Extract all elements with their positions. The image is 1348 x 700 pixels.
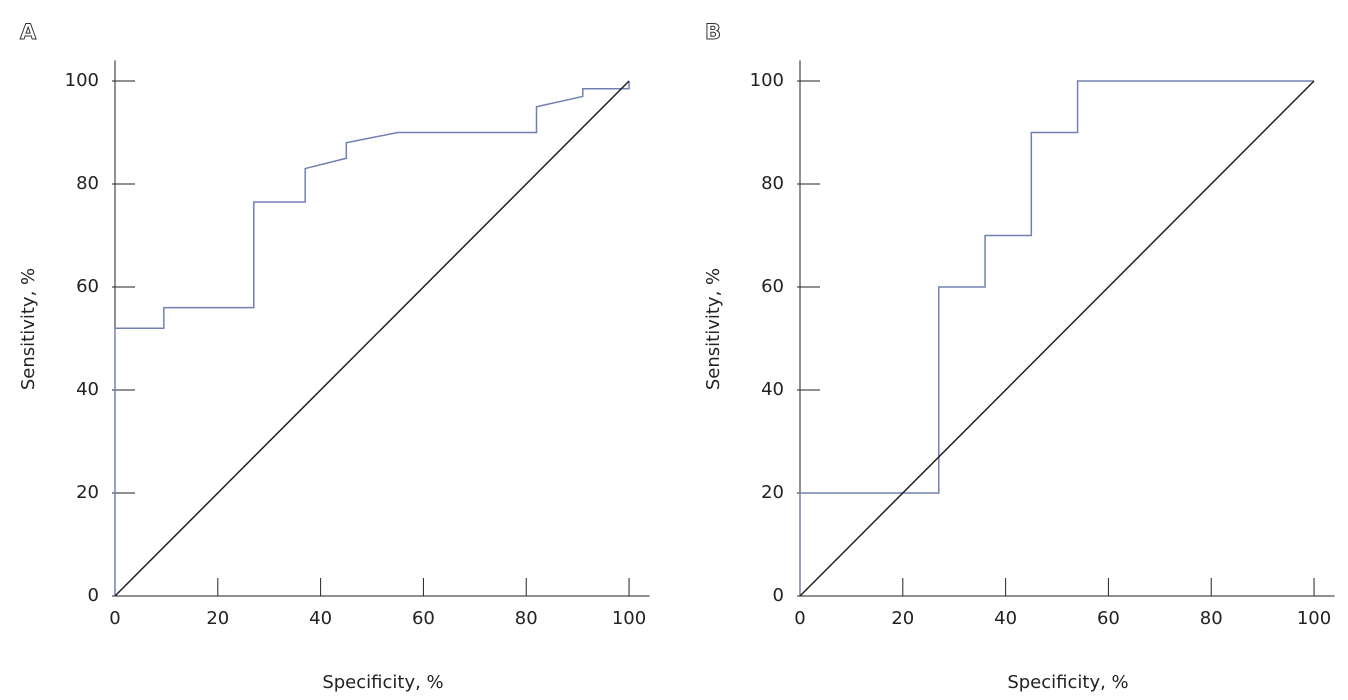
x-tick-label: 60 xyxy=(412,608,435,629)
x-tick-label: 0 xyxy=(109,608,120,629)
x-tick-label: 40 xyxy=(994,608,1017,629)
x-tick-label: 80 xyxy=(515,608,538,629)
y-tick-label: 40 xyxy=(761,379,784,400)
panel-label: B xyxy=(705,20,721,44)
y-tick-label: 40 xyxy=(76,379,99,400)
roc-line xyxy=(114,80,630,597)
y-tick-label: 100 xyxy=(750,70,784,91)
y-tick-label: 60 xyxy=(76,276,99,297)
y-tick-label: 80 xyxy=(761,173,784,194)
panel-label: A xyxy=(20,20,37,44)
roc-line xyxy=(799,80,1315,596)
y-tick-label: 20 xyxy=(761,482,784,503)
y-axis-label: Sensitivity, % xyxy=(703,268,724,390)
x-tick-label: 20 xyxy=(891,608,914,629)
roc-line xyxy=(799,80,1315,597)
y-tick-label: 60 xyxy=(761,276,784,297)
y-tick-label: 20 xyxy=(76,482,99,503)
x-tick-label: 80 xyxy=(1200,608,1223,629)
y-tick-label: 80 xyxy=(76,173,99,194)
x-tick-label: 20 xyxy=(206,608,229,629)
roc-line xyxy=(114,81,630,596)
y-tick-label: 0 xyxy=(773,585,784,606)
y-tick-label: 0 xyxy=(88,585,99,606)
x-tick-label: 40 xyxy=(309,608,332,629)
x-tick-label: 0 xyxy=(794,608,805,629)
y-axis-label: Sensitivity, % xyxy=(18,268,39,390)
x-tick-label: 100 xyxy=(612,608,646,629)
x-tick-label: 60 xyxy=(1097,608,1120,629)
x-axis-label: Specificity, % xyxy=(322,672,443,693)
x-axis-label: Specificity, % xyxy=(1007,672,1128,693)
y-tick-label: 100 xyxy=(65,70,99,91)
x-tick-label: 100 xyxy=(1297,608,1331,629)
